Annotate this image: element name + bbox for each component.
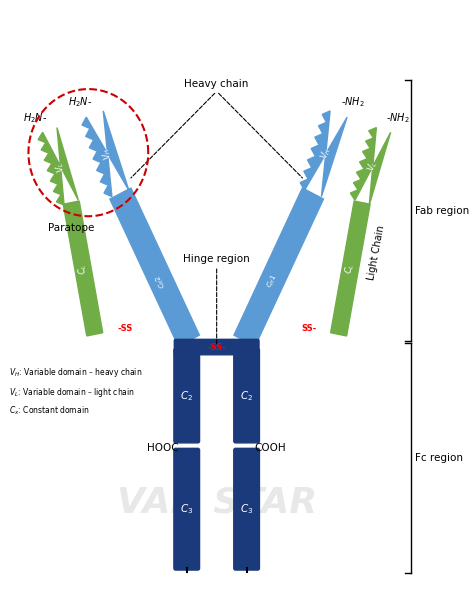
Polygon shape	[110, 188, 200, 346]
FancyBboxPatch shape	[234, 349, 259, 443]
Text: $H_2N$-: $H_2N$-	[68, 95, 92, 108]
Text: $C_2$: $C_2$	[180, 389, 193, 402]
FancyBboxPatch shape	[234, 448, 259, 570]
Text: Fc region: Fc region	[415, 452, 463, 462]
Text: -$NH_2$: -$NH_2$	[341, 95, 365, 108]
Text: $V_L$: Variable domain – light chain: $V_L$: Variable domain – light chain	[9, 386, 135, 399]
Text: COOH: COOH	[255, 443, 286, 454]
Text: $V_L$: $V_L$	[53, 159, 68, 173]
Text: HOOC: HOOC	[147, 443, 179, 454]
Polygon shape	[38, 128, 78, 205]
Text: $C_H2$: $C_H2$	[153, 272, 169, 290]
Text: $V_L$: $V_L$	[365, 159, 380, 173]
Text: $V_H$: $V_H$	[100, 146, 116, 162]
FancyBboxPatch shape	[174, 448, 200, 570]
Text: $C_L$: $C_L$	[343, 262, 357, 275]
Text: -$NH_2$: -$NH_2$	[386, 111, 410, 125]
Text: $H_2N$-: $H_2N$-	[23, 111, 48, 125]
Polygon shape	[350, 128, 391, 205]
Text: $C_3$: $C_3$	[240, 502, 253, 516]
Polygon shape	[234, 188, 323, 346]
Text: Paratope: Paratope	[48, 223, 94, 233]
Text: $C_3$: $C_3$	[180, 502, 193, 516]
Polygon shape	[330, 201, 370, 336]
FancyBboxPatch shape	[174, 339, 259, 355]
Text: VAN STAR: VAN STAR	[117, 485, 317, 519]
Text: Heavy chain: Heavy chain	[184, 79, 249, 89]
Polygon shape	[63, 201, 103, 336]
Text: SS-: SS-	[301, 324, 316, 333]
Text: $C_x$: Constant domain: $C_x$: Constant domain	[9, 405, 90, 417]
Text: $V_H$: $V_H$	[318, 146, 334, 162]
Text: -SS-: -SS-	[207, 343, 226, 352]
Text: $V_H$: Variable domain – heavy chain: $V_H$: Variable domain – heavy chain	[9, 367, 143, 380]
Text: $C_L$: $C_L$	[76, 262, 90, 275]
Text: $C_2$: $C_2$	[240, 389, 253, 402]
Text: -SS: -SS	[117, 324, 132, 333]
Polygon shape	[300, 111, 347, 197]
Text: $C_H1$: $C_H1$	[264, 272, 280, 290]
Text: Light Chain: Light Chain	[366, 224, 386, 281]
Text: Hinge region: Hinge region	[183, 254, 250, 264]
Text: Fab region: Fab region	[415, 206, 469, 216]
FancyBboxPatch shape	[174, 349, 200, 443]
Polygon shape	[82, 111, 129, 197]
